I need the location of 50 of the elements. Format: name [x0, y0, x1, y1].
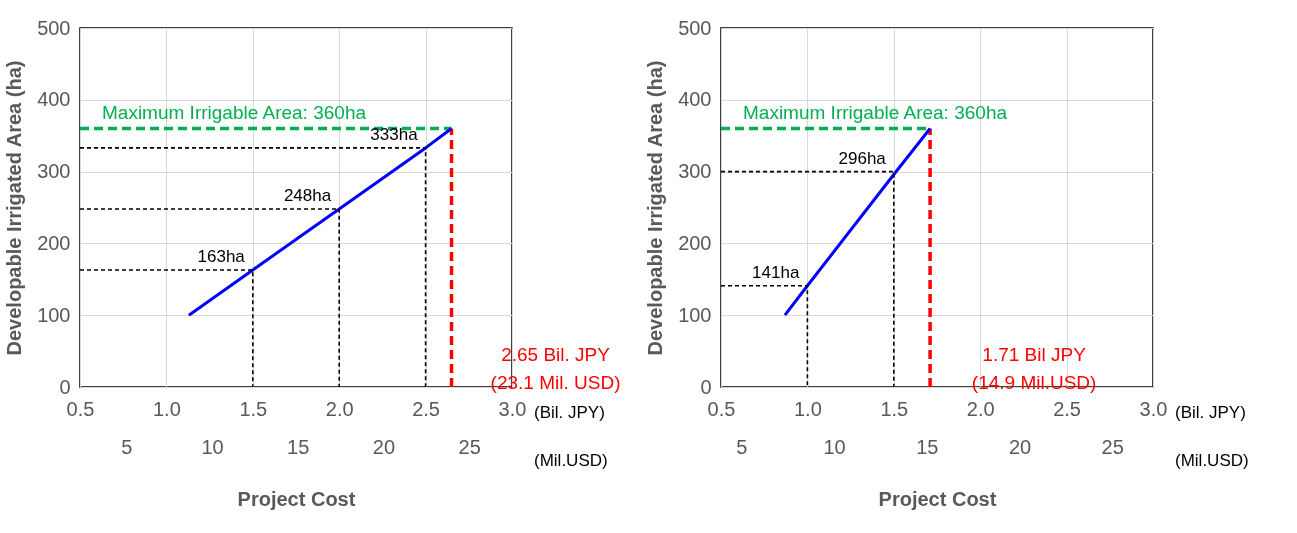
- x2-tick-label: 5: [121, 435, 133, 458]
- x-tick-label: 2.5: [1053, 397, 1082, 420]
- x-tick-label: 2.0: [325, 397, 354, 420]
- x-tick-label: 1.0: [793, 397, 822, 420]
- line-series: [187, 127, 454, 317]
- x-tick-label: 1.5: [239, 397, 268, 420]
- x2-tick-label: 20: [1008, 435, 1032, 458]
- y-tick-label: 0: [59, 375, 71, 398]
- annotation: 248ha: [283, 185, 332, 205]
- x2-tick-label: 25: [1101, 435, 1124, 458]
- x2-axis-title: (Mil.USD): [534, 451, 608, 470]
- y-tick-label: 400: [37, 88, 71, 111]
- x-axis-title: Project Cost: [878, 487, 997, 510]
- y-tick-label: 100: [37, 303, 71, 326]
- y-axis-title: Developable Irrigated Area (ha): [644, 60, 667, 356]
- annotation: 141ha: [752, 262, 800, 282]
- x2-tick-label: 10: [823, 435, 846, 458]
- text: (Bil. JPY): [534, 403, 605, 422]
- x-tick-label: 0.5: [66, 397, 95, 420]
- ref-line-label: Maximum Irrigable Area: 360ha: [102, 101, 367, 123]
- annotation: 163ha: [197, 246, 246, 266]
- annotation: 296ha: [838, 148, 887, 168]
- y-tick-label: 0: [700, 375, 712, 398]
- y-tick-label: 100: [678, 303, 712, 326]
- x-tick-label: 2.5: [412, 397, 441, 420]
- y-axis-title: Developable Irrigated Area (ha): [3, 60, 26, 356]
- x2-tick-label: 20: [372, 435, 396, 458]
- x2-tick-label: 15: [916, 435, 939, 458]
- x-tick-label: 1.5: [880, 397, 909, 420]
- x-tick-label: 1.0: [152, 397, 181, 420]
- x2-tick-label: 25: [458, 435, 481, 458]
- x2-axis-title: (Mil.USD): [1175, 451, 1249, 470]
- x-tick-label: 3.0: [1139, 397, 1168, 420]
- ref-line-label: Maximum Irrigable Area: 360ha: [743, 101, 1008, 123]
- x-tick-label: 3.0: [498, 397, 527, 420]
- y-tick-label: 300: [37, 160, 71, 183]
- x2-tick-label: 5: [736, 435, 748, 458]
- y-tick-label: 200: [678, 231, 712, 254]
- x-tick-label: 0.5: [707, 397, 736, 420]
- y-tick-label: 500: [678, 16, 712, 39]
- x2-tick-label: 10: [201, 435, 224, 458]
- x-tick-label: 2.0: [966, 397, 995, 420]
- annotation: 333ha: [370, 124, 419, 144]
- y-tick-label: 400: [678, 88, 712, 111]
- text: (Bil. JPY): [1175, 403, 1246, 422]
- y-tick-label: 200: [37, 231, 71, 254]
- y-tick-label: 300: [678, 160, 712, 183]
- y-tick-label: 500: [37, 16, 71, 39]
- x2-tick-label: 15: [287, 435, 310, 458]
- x-axis-title: Project Cost: [237, 487, 356, 510]
